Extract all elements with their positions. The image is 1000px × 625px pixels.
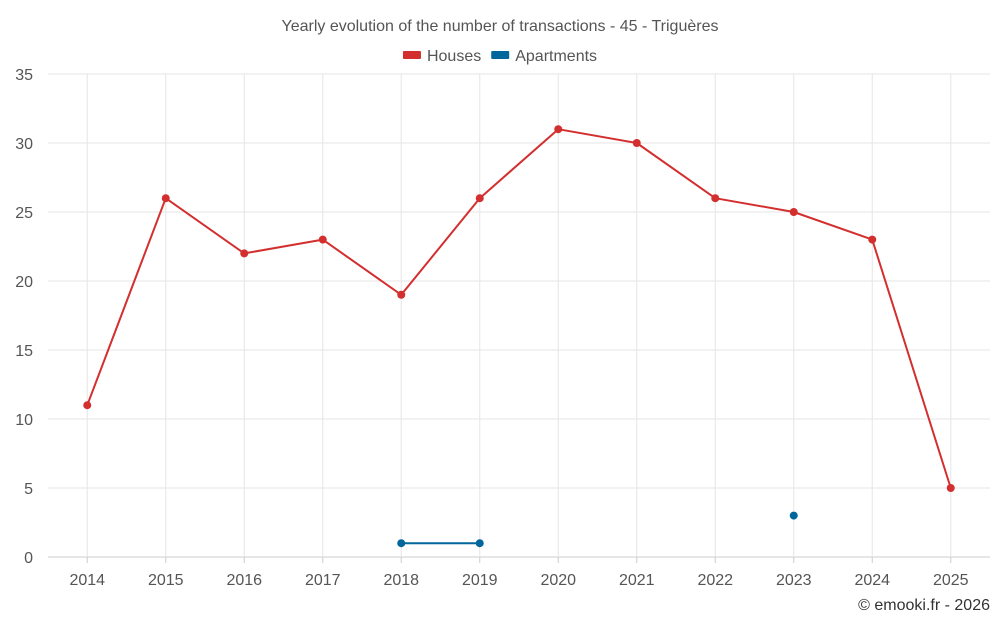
x-tick-label: 2025 [933,572,969,589]
legend: Houses Apartments [402,48,597,65]
data-point[interactable] [318,235,327,244]
credit-text: © emooki.fr - 2026 [858,597,990,614]
legend-item-houses[interactable]: Houses [402,48,481,65]
data-point[interactable] [397,290,406,299]
x-tick-label: 2019 [462,572,498,589]
series-apartments [397,511,798,548]
x-tick-label: 2024 [854,572,890,589]
data-point[interactable] [397,539,406,548]
data-point[interactable] [789,511,798,520]
data-point[interactable] [946,484,955,492]
y-axis-ticks: 0 5 10 15 20 25 30 35 [15,67,33,567]
x-tick-label: 2014 [69,572,105,589]
x-axis-ticks: 2014 2015 2016 2017 2018 2019 2020 2021 2022 2023… [69,572,968,589]
data-point[interactable] [475,194,484,203]
data-point[interactable] [161,194,170,203]
legend-label: Apartments [515,48,597,65]
series-layer [83,125,955,548]
x-tick-label: 2016 [226,572,262,589]
y-tick-label: 25 [15,205,33,222]
x-tick-label: 2023 [776,572,812,589]
x-tick-label: 2021 [619,572,655,589]
series-line [86,128,952,489]
y-tick-label: 30 [15,136,33,153]
y-tick-label: 5 [24,481,33,498]
data-point[interactable] [240,249,249,258]
legend-swatch [402,51,421,59]
data-point[interactable] [868,235,877,244]
x-gridlines [86,74,952,563]
y-tick-label: 15 [15,343,33,360]
series-houses [83,125,955,492]
y-gridlines [48,73,990,558]
data-point[interactable] [632,139,641,147]
y-tick-label: 10 [15,412,33,429]
data-point[interactable] [475,539,484,548]
x-tick-label: 2017 [305,572,341,589]
y-tick-label: 0 [24,550,33,567]
legend-item-apartments[interactable]: Apartments [491,48,597,65]
data-point[interactable] [554,125,563,134]
data-point[interactable] [711,194,720,203]
x-tick-label: 2022 [697,572,733,589]
x-tick-label: 2018 [383,572,419,589]
data-point[interactable] [83,401,92,410]
legend-swatch [491,51,510,59]
y-tick-label: 35 [15,67,33,84]
x-tick-label: 2020 [540,572,576,589]
data-point[interactable] [789,208,798,216]
chart-title: Yearly evolution of the number of transa… [282,18,719,35]
legend-label: Houses [427,48,481,65]
x-tick-label: 2015 [148,572,184,589]
y-tick-label: 20 [15,274,33,291]
